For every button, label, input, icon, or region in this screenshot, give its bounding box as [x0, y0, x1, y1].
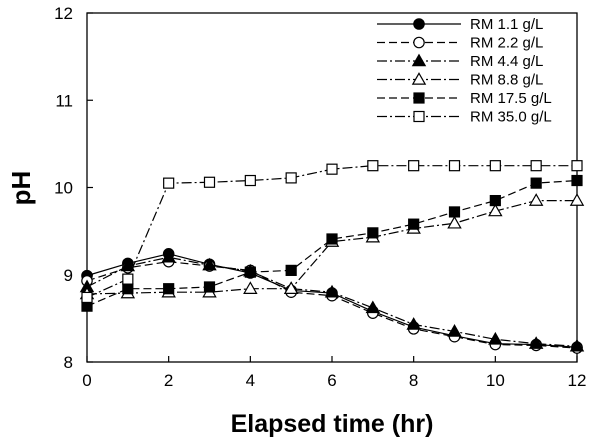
legend-marker: [411, 72, 427, 85]
data-point: [163, 177, 175, 189]
data-point: [120, 258, 136, 272]
data-point: [530, 160, 542, 172]
data-point: [243, 281, 258, 294]
data-point: [244, 174, 256, 187]
data-point: [365, 300, 381, 314]
data-point: [571, 160, 583, 172]
series-layer: [79, 160, 585, 354]
legend-label: RM 35.0 g/L: [470, 109, 552, 126]
legend-marker: [413, 92, 425, 104]
data-point: [569, 338, 585, 352]
y-tick-label: 11: [55, 91, 73, 110]
legend-label: RM 8.8 g/L: [470, 72, 543, 89]
series-line: [86, 199, 577, 295]
y-tick-label: 10: [54, 179, 73, 198]
data-point: [528, 336, 544, 349]
data-point: [203, 176, 216, 188]
data-point: [161, 249, 176, 263]
x-tick-label: 12: [568, 371, 587, 390]
data-point: [569, 193, 585, 206]
x-tick-label: 6: [327, 371, 336, 390]
data-point: [408, 218, 420, 230]
x-tick-label: 8: [409, 371, 418, 390]
legend-marker: [413, 36, 425, 49]
x-tick-label: 0: [82, 371, 91, 390]
legend-label: RM 4.4 g/L: [470, 53, 543, 70]
data-point: [122, 283, 134, 295]
data-point: [406, 317, 421, 330]
data-point: [367, 160, 379, 172]
data-point: [122, 273, 134, 285]
data-point: [447, 324, 462, 337]
series-line: [86, 165, 577, 298]
series-line: [86, 256, 578, 347]
series-line: [86, 261, 578, 349]
data-point: [163, 283, 175, 295]
axis-ticks: 0 2 4 6 8 10 12 8 9 10 11 12: [54, 4, 586, 390]
y-axis-title: pH: [6, 171, 36, 206]
data-point: [447, 215, 462, 229]
y-tick-label: 12: [54, 4, 73, 23]
legend-marker: [411, 53, 427, 67]
legend-marker: [413, 18, 425, 30]
legend-label: RM 1.1 g/L: [470, 16, 543, 33]
data-point: [448, 206, 461, 218]
x-tick-label: 2: [164, 371, 173, 390]
data-point: [571, 174, 583, 187]
legend: RM 1.1 g/L RM 2.2 g/LRM 4.4 g/L RM 8.8 g/L…: [377, 16, 552, 126]
data-point: [285, 264, 297, 276]
data-point: [203, 281, 216, 293]
series-5: [81, 160, 583, 304]
data-point: [408, 160, 420, 172]
data-point: [202, 257, 217, 271]
x-tick-label: 10: [486, 371, 505, 390]
y-tick-label: 8: [64, 353, 73, 372]
data-point: [488, 331, 503, 345]
data-point: [285, 172, 297, 184]
data-point: [448, 160, 461, 172]
data-point: [326, 233, 338, 245]
data-point: [367, 227, 379, 239]
data-point: [489, 194, 501, 207]
data-point: [81, 291, 93, 304]
data-point: [244, 266, 256, 278]
y-tick-label: 9: [64, 266, 73, 285]
data-point: [488, 203, 503, 217]
data-point: [530, 177, 542, 189]
series-4: [81, 174, 583, 312]
x-axis-title: Elapsed time (hr): [231, 410, 434, 438]
data-point: [283, 281, 299, 294]
legend-label: RM 17.5 g/L: [470, 90, 552, 107]
legend-marker: [413, 110, 425, 123]
data-point: [326, 163, 338, 175]
data-point: [489, 160, 501, 172]
legend-label: RM 2.2 g/L: [470, 35, 543, 52]
series-3: [79, 193, 585, 300]
data-point: [528, 193, 544, 206]
data-point: [324, 284, 340, 298]
series-1: [81, 255, 583, 354]
x-tick-label: 4: [246, 371, 255, 390]
